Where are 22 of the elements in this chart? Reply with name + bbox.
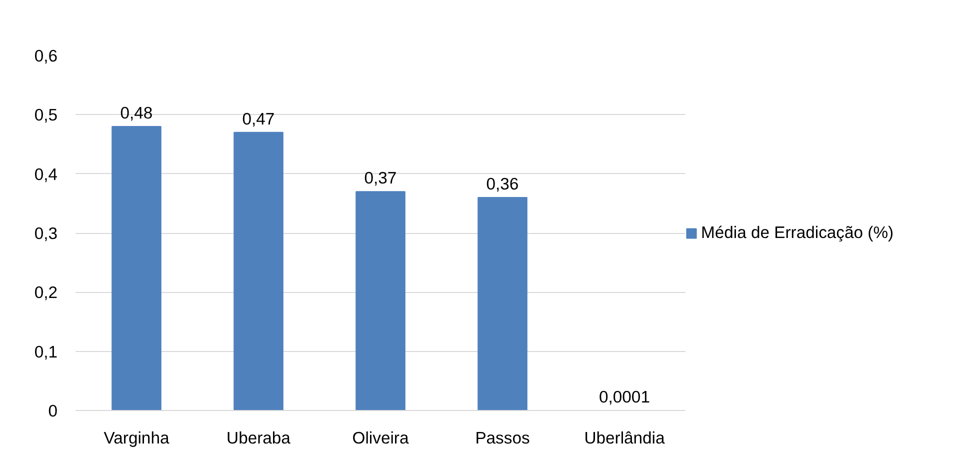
y-tick-label: 0,6	[34, 46, 58, 66]
bar	[356, 191, 406, 410]
x-tick-label: Varginha	[104, 428, 170, 448]
y-tick-label: 0,3	[34, 224, 58, 243]
x-tick-label: Passos	[475, 428, 530, 448]
data-label: 0,47	[242, 109, 275, 128]
data-label: 0,37	[364, 168, 397, 188]
data-label: 0,48	[120, 104, 153, 122]
y-tick-label: 0,4	[34, 164, 58, 184]
bar	[112, 126, 162, 410]
x-tick-label: Uberaba	[226, 428, 292, 448]
y-tick-label: 0,5	[34, 106, 58, 125]
data-label: 0,36	[486, 174, 519, 194]
data-label: 0,0001	[599, 387, 650, 406]
x-tick-label: Uberlândia	[584, 428, 666, 448]
bar	[234, 132, 284, 410]
y-tick-label: 0,2	[34, 283, 58, 302]
x-tick-label: Oliveira	[352, 428, 410, 448]
y-tick-label: 0	[48, 402, 58, 420]
legend-label: Média de Erradicação (%)	[701, 222, 894, 242]
y-tick-label: 0,1	[34, 342, 58, 362]
bar	[478, 197, 528, 410]
